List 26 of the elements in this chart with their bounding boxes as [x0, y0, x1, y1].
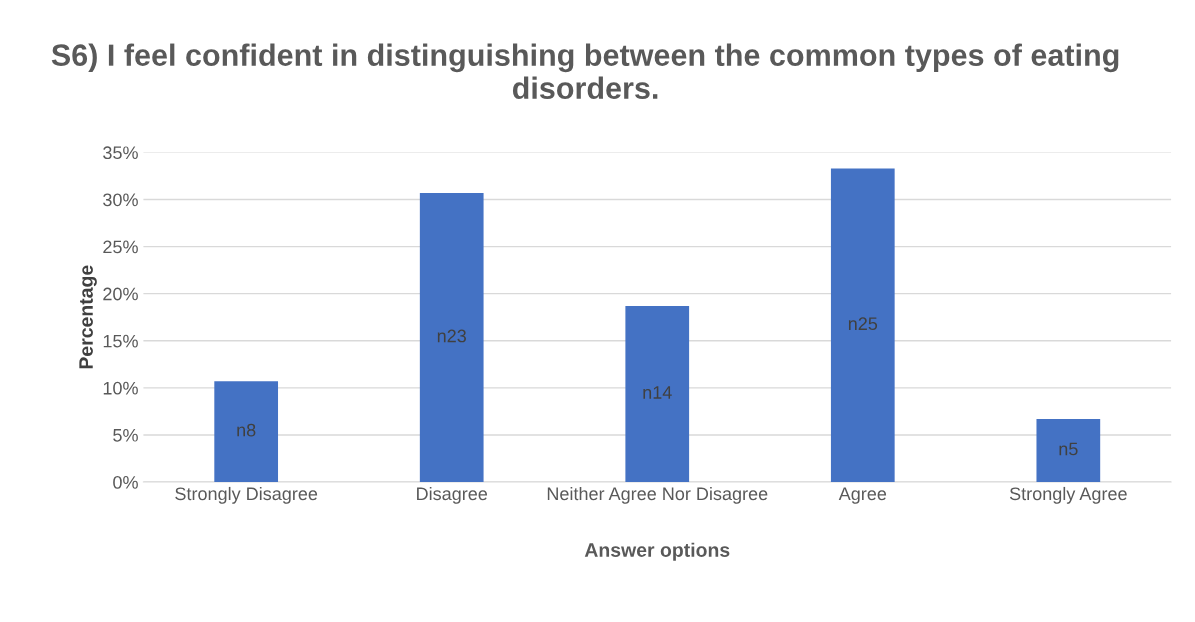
y-tick-label: 25% — [103, 240, 138, 254]
data-label: n8 — [237, 423, 256, 437]
x-axis-title: Answer options — [584, 542, 730, 561]
data-label: n14 — [643, 386, 672, 399]
y-tick-label: 10% — [103, 381, 138, 395]
y-tick-label: 30% — [103, 193, 138, 207]
x-tick-label: Disagree — [417, 486, 488, 504]
y-tick-label: 15% — [103, 334, 138, 348]
bar — [830, 168, 895, 483]
bar — [214, 381, 279, 483]
x-tick-label: Strongly Disagree — [175, 486, 318, 504]
x-tick-label: Strongly Agree — [1009, 486, 1127, 504]
y-tick-label: 35% — [103, 146, 138, 160]
x-tick-label: Neither Agree Nor Disagree — [547, 486, 768, 504]
y-tick-label: 5% — [113, 428, 138, 442]
y-axis-title: Percentage — [79, 265, 97, 369]
bar — [419, 192, 484, 483]
data-label: n23 — [437, 329, 466, 343]
data-label: n25 — [848, 317, 878, 331]
chart-title: S6) I feel confident in distinguishing between the common types of eating disorders. — [51, 43, 1119, 100]
y-tick-label: 0% — [113, 475, 138, 489]
y-tick-label: 20% — [103, 287, 138, 301]
bar — [1036, 418, 1101, 483]
x-tick-label: Agree — [838, 487, 887, 504]
data-label: n5 — [1059, 442, 1078, 456]
bar — [625, 305, 690, 483]
